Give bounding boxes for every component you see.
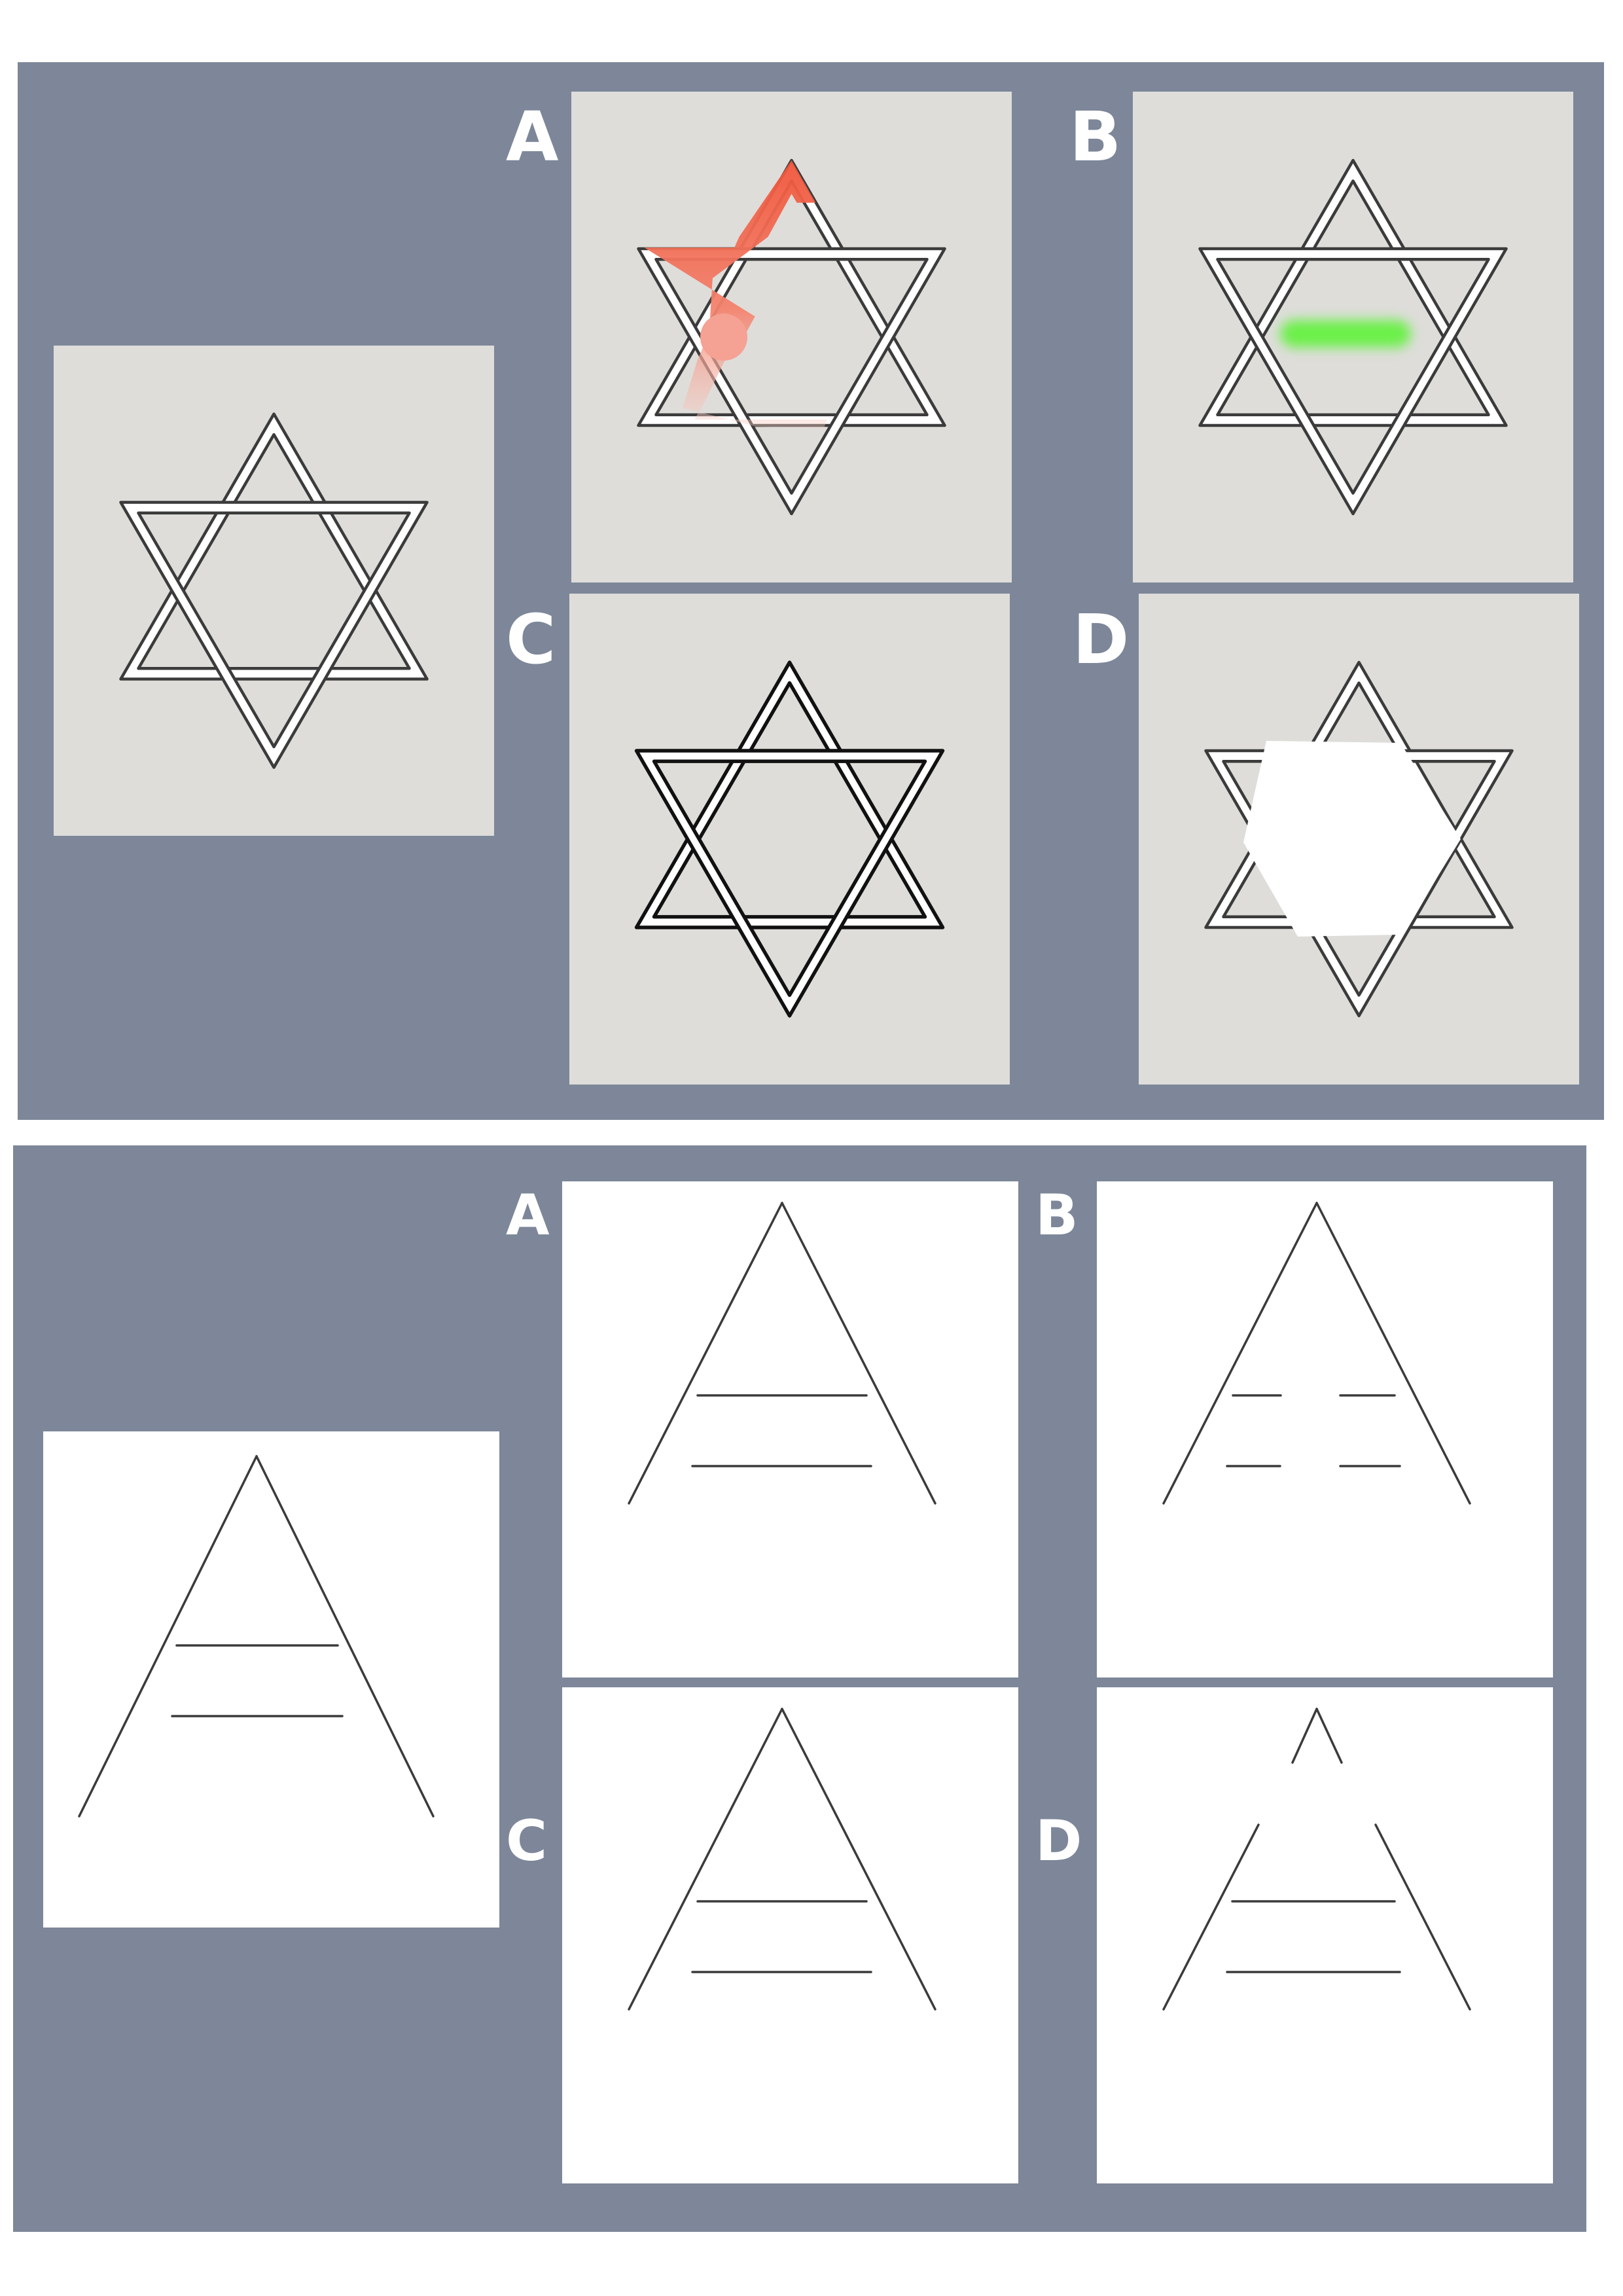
top-puzzle-panel: A B [18, 62, 1604, 1120]
bottom-option-b-figure [1162, 1202, 1471, 1505]
option-a-tile[interactable] [571, 92, 1012, 583]
bottom-option-b-tile[interactable] [1097, 1181, 1553, 1677]
option-b-label: B [1069, 97, 1122, 177]
bottom-option-d-label: D [1035, 1808, 1082, 1874]
bottom-option-a-tile[interactable] [562, 1181, 1018, 1677]
option-b-highlight [1280, 320, 1411, 348]
option-a-label: A [506, 97, 559, 177]
option-d-cover [1243, 741, 1461, 937]
reference-hexagram [54, 346, 494, 836]
bottom-option-a-label: A [506, 1183, 550, 1248]
reference-star-tile [54, 346, 494, 836]
bottom-option-d-tile[interactable] [1097, 1687, 1553, 2183]
option-c-hexagram [569, 594, 1010, 1085]
option-d-hexagram [1139, 594, 1579, 1085]
bottom-option-c-figure [628, 1708, 936, 2011]
option-c-label: C [506, 600, 556, 679]
bottom-option-c-tile[interactable] [562, 1687, 1018, 2183]
option-c-tile[interactable] [569, 594, 1010, 1085]
bottom-option-a-figure [628, 1202, 936, 1505]
option-d-label: D [1073, 600, 1130, 679]
reference-a-figure-tile [43, 1431, 499, 1928]
reference-a-figure [78, 1455, 435, 1818]
bottom-puzzle-panel: A B C [13, 1145, 1586, 2232]
option-a-dot [700, 314, 747, 361]
bottom-option-d-figure [1162, 1708, 1471, 2011]
option-a-hexagram [571, 92, 1012, 583]
bottom-option-b-label: B [1035, 1183, 1079, 1248]
option-d-tile[interactable] [1139, 594, 1579, 1085]
option-b-tile[interactable] [1133, 92, 1573, 583]
bottom-option-c-label: C [506, 1808, 548, 1874]
option-b-hexagram [1133, 92, 1573, 583]
